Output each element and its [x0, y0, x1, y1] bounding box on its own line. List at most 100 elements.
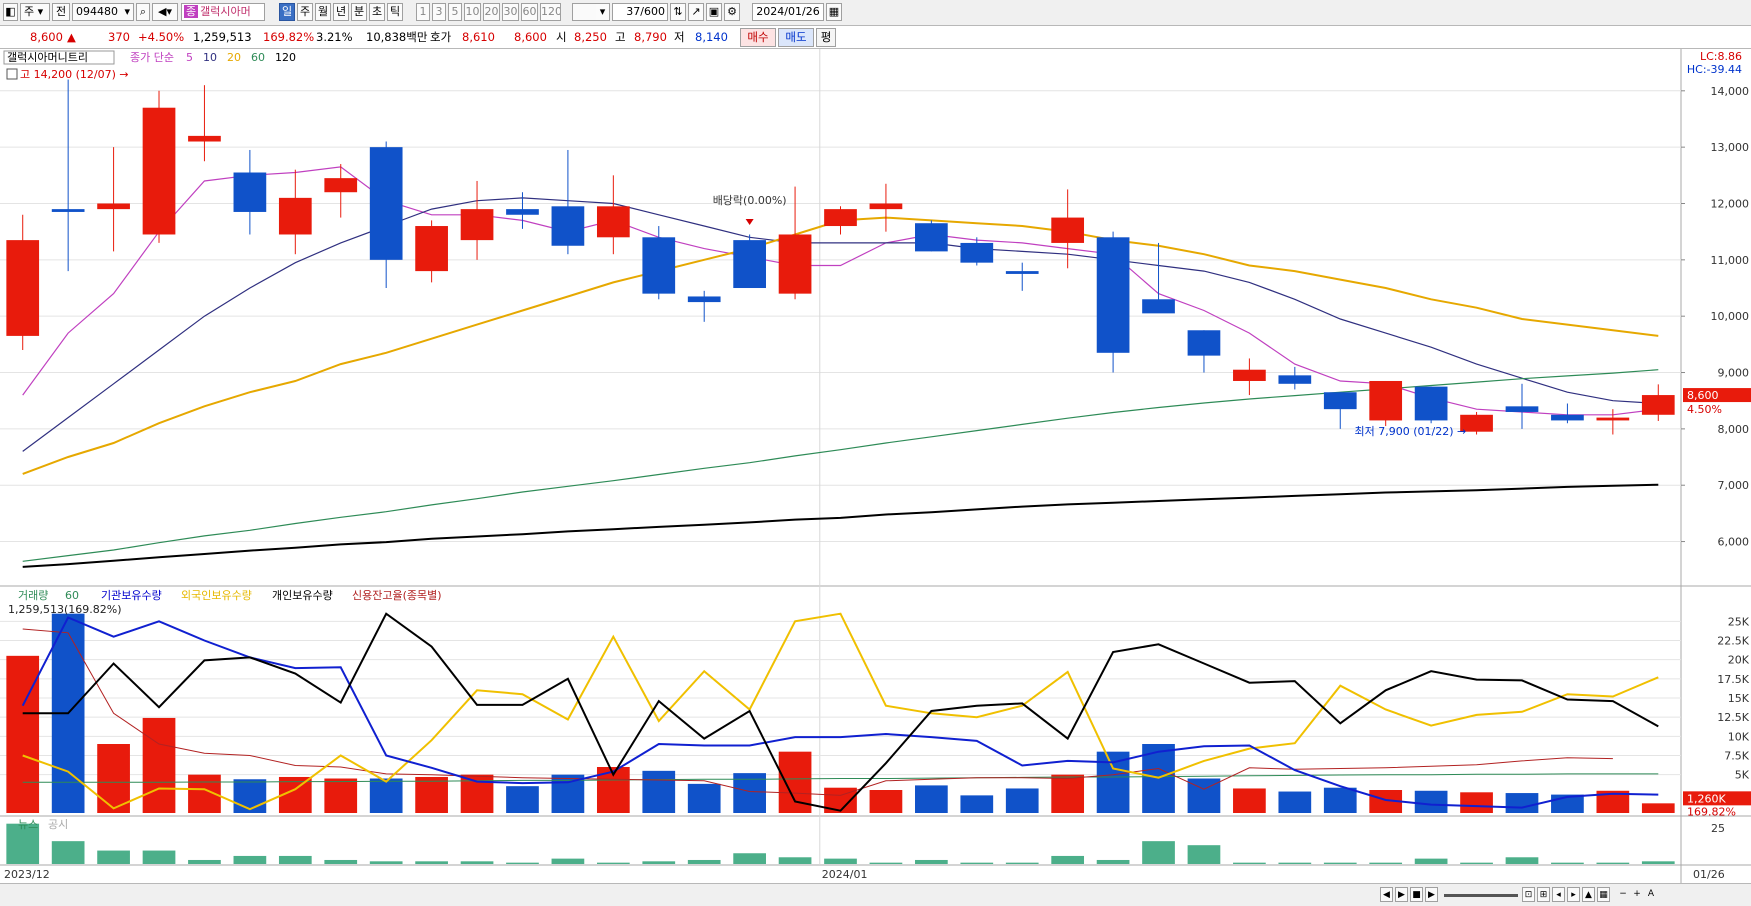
candle-body	[824, 209, 857, 227]
individual-holding-line	[22, 612, 1659, 812]
last-volume-text: 1,260K	[1687, 792, 1726, 805]
price-tick-label: 6,000	[1718, 536, 1750, 549]
date-input[interactable]: 2024/01/26	[752, 3, 824, 21]
zoom-box-icon[interactable]: ⊡	[1522, 887, 1535, 902]
timeframe-button-10[interactable]: 10	[464, 3, 481, 21]
candle-body	[1005, 271, 1039, 274]
timeframe-button-30[interactable]: 30	[502, 3, 519, 21]
volume-bar	[415, 776, 448, 813]
stock-code-input[interactable]: 094480 ▾	[72, 3, 134, 21]
news-bar	[1096, 859, 1130, 864]
news-bar	[1414, 858, 1448, 864]
period-button-3[interactable]: 년	[333, 3, 349, 21]
play-icon[interactable]: ▶	[1395, 887, 1408, 902]
candle-body	[1142, 299, 1175, 314]
save-icon[interactable]: ▣	[706, 3, 722, 21]
stop-icon[interactable]: ■	[1410, 887, 1423, 902]
volume-bar	[1460, 792, 1493, 813]
candle-body	[1641, 395, 1675, 415]
market-select[interactable]: 주 ▾	[20, 3, 50, 21]
stock-chart[interactable]: 6,000 7,000 8,000 9,000 10,000 11,000 12,000 13…	[0, 49, 1751, 883]
volume-tick-label: 7.5K	[1724, 750, 1749, 763]
flat-button[interactable]: 평	[816, 28, 836, 47]
period-button-2[interactable]: 월	[315, 3, 331, 21]
lc-label: LC:8.86	[1700, 50, 1742, 63]
timeframe-button-60[interactable]: 60	[521, 3, 538, 21]
candle-body	[1414, 386, 1448, 421]
gear-icon[interactable]: ⚙	[724, 3, 740, 21]
dividend-arrow-icon	[745, 219, 754, 225]
indicator-icon[interactable]: ▲	[1582, 887, 1595, 902]
speed-slider[interactable]	[1444, 894, 1518, 897]
ask-price: 8,610	[462, 30, 495, 44]
interval-dropdown-icon[interactable]: ▾	[596, 3, 610, 21]
period-button-5[interactable]: 초	[369, 3, 385, 21]
period-button-1[interactable]: 주	[297, 3, 313, 21]
sound-icon[interactable]: ◀▾	[152, 3, 178, 21]
volume-bar	[369, 778, 403, 813]
timeframe-button-5[interactable]: 5	[448, 3, 462, 21]
candle-body	[960, 242, 994, 263]
text-tool-icon[interactable]: A	[1647, 889, 1655, 899]
timeframe-button-120[interactable]: 120	[540, 3, 561, 21]
volume-bar	[869, 790, 903, 813]
window-menu-icon[interactable]: ◧	[3, 3, 18, 21]
ma-legend-10: 10	[203, 51, 217, 64]
volume-readout: 1,259,513(169.82%)	[8, 603, 122, 616]
zoom-in-icon[interactable]: +	[1633, 889, 1641, 899]
volume-tick-label: 22.5K	[1717, 635, 1749, 648]
news-bar	[97, 850, 130, 864]
news-bar	[1641, 861, 1675, 864]
volume-bar	[1414, 790, 1448, 813]
mode-select[interactable]: 전	[52, 3, 70, 21]
low-annotation: 최저 7,900 (01/22) →	[1355, 425, 1467, 438]
news-bar	[1460, 862, 1493, 864]
price-tick-label: 12,000	[1711, 197, 1750, 210]
dividend-annotation: 배당락(0.00%)	[713, 194, 787, 207]
search-icon[interactable]: ⌕	[136, 3, 150, 21]
period-button-6[interactable]: 틱	[387, 3, 403, 21]
stock-label: 갤럭시아머니트리	[7, 51, 88, 64]
sell-button[interactable]: 매도	[778, 28, 814, 47]
add-candle-icon[interactable]: ⇅	[670, 3, 686, 21]
calendar-small-icon	[6, 68, 18, 80]
hc-label: HC:-39.44	[1687, 63, 1742, 76]
prev-icon[interactable]: ◀	[1380, 887, 1393, 902]
candle-body	[687, 296, 721, 303]
low-label: 저	[674, 30, 685, 44]
bid-price: 8,600	[514, 30, 547, 44]
price-change-pct: +4.50%	[138, 30, 185, 44]
zoom-out-icon[interactable]: −	[1619, 889, 1627, 899]
next-icon[interactable]: ▶	[1425, 887, 1438, 902]
news-tick-label: 25	[1711, 822, 1725, 835]
count-input[interactable]: 37/600	[612, 3, 668, 21]
timeframe-button-3[interactable]: 3	[432, 3, 446, 21]
timeframe-button-20[interactable]: 20	[483, 3, 500, 21]
news-bar	[460, 861, 494, 864]
arrow-tool-icon[interactable]: ↗	[688, 3, 704, 21]
buy-button[interactable]: 매수	[740, 28, 776, 47]
period-button-4[interactable]: 분	[351, 3, 367, 21]
fit-icon[interactable]: ▦	[1597, 887, 1610, 902]
price-tick-label: 10,000	[1711, 310, 1750, 323]
low-price: 8,140	[695, 30, 728, 44]
volume-legend-0: 거래량	[18, 589, 48, 602]
volume-bar	[960, 795, 994, 813]
stock-name-field[interactable]: 종 갤럭시아머	[181, 3, 265, 21]
scroll-right-icon[interactable]: ▸	[1567, 887, 1580, 902]
candle-body	[596, 206, 630, 238]
volume-bar	[1278, 791, 1312, 813]
current-price: 8,600	[30, 30, 63, 44]
last-volume-tag	[1683, 791, 1751, 806]
scroll-left-icon[interactable]: ◂	[1552, 887, 1565, 902]
crosshair-icon[interactable]: ⊞	[1537, 887, 1550, 902]
turnover-rate: 3.21%	[316, 30, 353, 44]
calendar-icon[interactable]: ▦	[826, 3, 842, 21]
candle-body	[188, 135, 221, 142]
stock-code-value: 094480	[76, 5, 118, 18]
news-bar	[778, 857, 812, 864]
timeframe-button-1[interactable]: 1	[416, 3, 430, 21]
period-button-0[interactable]: 일	[279, 3, 295, 21]
trade-amount: 10,838백만	[366, 30, 428, 44]
